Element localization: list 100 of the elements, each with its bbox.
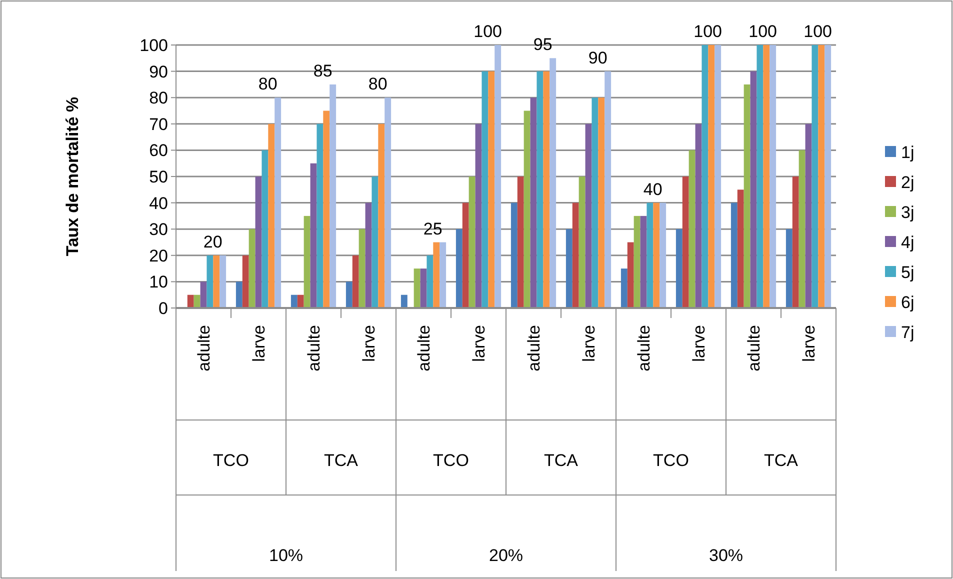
text: 10% bbox=[268, 546, 304, 565]
bar bbox=[550, 58, 556, 308]
bar bbox=[378, 124, 385, 308]
x-tick-label: adulte bbox=[194, 325, 214, 372]
bar bbox=[488, 71, 495, 308]
bar bbox=[598, 98, 605, 308]
bar bbox=[543, 71, 550, 308]
bar bbox=[414, 268, 420, 308]
bar bbox=[517, 176, 524, 308]
x-tick-label: larve bbox=[579, 325, 598, 362]
bar bbox=[572, 202, 579, 308]
x-tick-label: adulte bbox=[634, 325, 654, 372]
bar bbox=[770, 45, 776, 308]
bar bbox=[798, 150, 806, 308]
bar bbox=[268, 124, 275, 308]
bar bbox=[682, 176, 689, 308]
x-tick-label: adulte bbox=[414, 325, 434, 372]
bar bbox=[206, 255, 214, 308]
bar bbox=[384, 98, 392, 308]
bar bbox=[530, 98, 537, 308]
x-tick-label: adulte bbox=[524, 325, 544, 372]
y-tick-label: 20 bbox=[149, 246, 168, 266]
bar bbox=[620, 268, 628, 308]
bar bbox=[200, 282, 207, 308]
data-label: 25 bbox=[423, 219, 442, 238]
legend-label: 5j bbox=[901, 262, 914, 282]
data-label: 100 bbox=[804, 22, 832, 41]
y-axis-title: Taux de mortalité % bbox=[63, 96, 82, 256]
bar bbox=[627, 242, 634, 308]
bar bbox=[805, 124, 812, 308]
bar bbox=[688, 150, 696, 308]
bar bbox=[440, 242, 446, 308]
y-tick-label: 0 bbox=[158, 298, 168, 318]
bar bbox=[475, 124, 482, 308]
data-label: 80 bbox=[368, 74, 388, 94]
bar bbox=[494, 45, 502, 308]
data-label: 100 bbox=[694, 22, 722, 41]
bar bbox=[372, 176, 378, 308]
bar bbox=[330, 84, 336, 308]
bar bbox=[316, 124, 324, 308]
bar bbox=[236, 282, 242, 308]
text: TCA bbox=[324, 450, 359, 470]
bar bbox=[536, 71, 544, 308]
text: TCO bbox=[653, 450, 689, 470]
y-tick-label: 80 bbox=[149, 88, 168, 108]
text: TCA bbox=[544, 450, 579, 470]
bar bbox=[482, 71, 488, 308]
bar bbox=[792, 176, 799, 308]
data-label: 85 bbox=[313, 61, 332, 80]
bar bbox=[604, 71, 612, 308]
bar bbox=[578, 176, 586, 308]
bar bbox=[763, 45, 770, 308]
y-tick-label: 70 bbox=[149, 114, 168, 134]
x-tick-label: larve bbox=[689, 325, 708, 362]
bar bbox=[585, 124, 592, 308]
bar bbox=[220, 255, 226, 308]
bar bbox=[744, 84, 750, 308]
bar bbox=[365, 202, 372, 308]
y-tick-label: 90 bbox=[149, 62, 168, 82]
bar bbox=[702, 45, 708, 308]
bar bbox=[323, 110, 330, 308]
bar bbox=[242, 255, 249, 308]
bar bbox=[213, 255, 220, 308]
bar bbox=[274, 98, 282, 308]
bar bbox=[566, 229, 572, 308]
data-label: 95 bbox=[533, 35, 552, 54]
bar bbox=[660, 202, 666, 308]
bar bbox=[462, 202, 469, 308]
bar bbox=[310, 163, 317, 308]
y-tick-label: 40 bbox=[149, 194, 168, 213]
legend-label: 4j bbox=[901, 232, 914, 252]
data-label: 100 bbox=[748, 22, 778, 41]
bar bbox=[812, 45, 818, 308]
legend-label: 2j bbox=[901, 172, 914, 192]
y-tick-label: 10 bbox=[149, 272, 168, 292]
y-tick-label: 60 bbox=[149, 141, 168, 160]
bar bbox=[653, 202, 660, 308]
bar bbox=[255, 176, 262, 308]
bar bbox=[756, 45, 764, 308]
bar bbox=[248, 229, 256, 308]
bar bbox=[194, 294, 200, 308]
bar bbox=[592, 98, 598, 308]
text: TCO bbox=[213, 450, 249, 470]
bar bbox=[730, 202, 738, 308]
data-label: 40 bbox=[643, 180, 662, 199]
legend-label: 6j bbox=[901, 292, 914, 312]
x-tick-label: larve bbox=[799, 325, 818, 362]
bar bbox=[737, 190, 744, 308]
text: 30% bbox=[708, 546, 744, 565]
bar bbox=[750, 71, 757, 308]
bar bbox=[187, 294, 194, 308]
legend-label: 7j bbox=[901, 322, 914, 342]
bar bbox=[646, 202, 654, 308]
bar bbox=[304, 216, 310, 308]
bar bbox=[695, 124, 702, 308]
bar bbox=[510, 202, 518, 308]
x-tick-label: larve bbox=[359, 325, 378, 362]
data-label: 100 bbox=[474, 22, 502, 41]
legend-label: 3j bbox=[901, 202, 914, 222]
bar bbox=[634, 216, 640, 308]
